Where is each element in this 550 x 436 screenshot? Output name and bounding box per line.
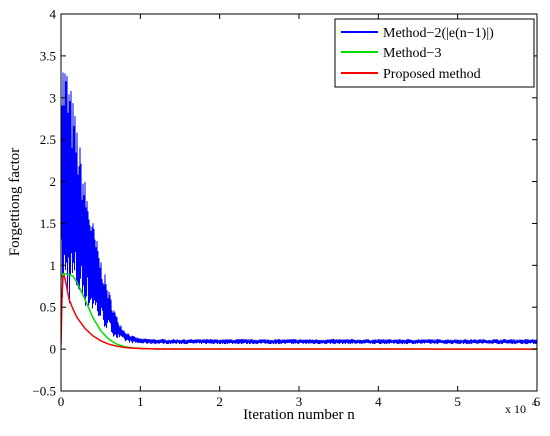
x-multiplier-base: x 10 [505,402,526,416]
y-tick-label: 0 [50,342,57,357]
y-tick-label: 2.5 [40,132,56,147]
x-tick-label: 5 [454,394,461,409]
y-tick-label: −0.5 [32,384,56,399]
plot-area [61,72,537,350]
legend-label-method3: Method−3 [383,46,441,61]
y-tick-label: 3.5 [40,48,56,63]
x-multiplier-exponent: 4 [532,398,537,408]
series-line-method2 [61,72,537,345]
legend-label-method2: Method−2(|e(n−1)|) [383,26,494,41]
y-tick-label: 4 [50,7,57,22]
y-tick-label: 1 [50,258,57,273]
x-tick-label: 3 [296,394,303,409]
x-tick-label: 2 [216,394,223,409]
tick-layer: 0 1 2 3 4 5 6−0.500.511.522.533.54 [32,7,540,410]
y-tick-label: 2 [50,174,57,189]
series-line-proposed [61,273,537,350]
y-tick-label: 0.5 [40,300,56,315]
x-tick-label: 6 [534,394,541,409]
x-axis-label: Iteration number n [243,407,355,423]
x-tick-label: 4 [375,394,382,409]
y-tick-label: 1.5 [40,216,56,231]
x-axis-multiplier: x 10 4 [505,398,537,416]
legend: Method−2(|e(n−1)|) Method−3 Proposed met… [334,18,535,88]
x-tick-label: 0 [58,394,65,409]
series-layer [61,72,537,350]
legend-label-proposed: Proposed method [383,67,481,82]
y-tick-label: 3 [50,90,57,105]
x-tick-label: 1 [137,394,144,409]
y-axis-label: Forgettiong factor [7,148,23,256]
